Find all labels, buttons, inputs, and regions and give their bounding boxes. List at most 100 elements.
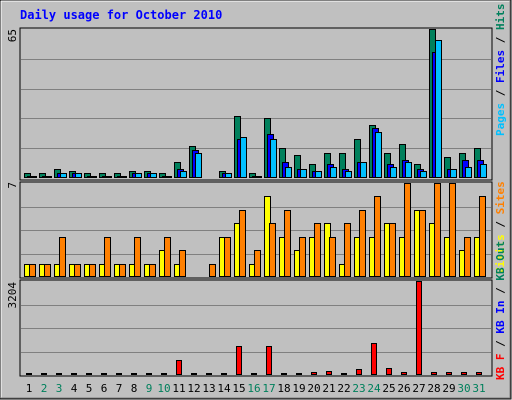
x-tick-label-day-22: 22 (337, 382, 350, 395)
bar-hits-pages-day-15 (240, 137, 247, 178)
visits-axis-label: Visits / Sites (494, 181, 507, 274)
bar-visits-sites-day-26 (404, 183, 411, 277)
bar-hits-pages-day-18 (285, 167, 292, 178)
x-tick-label-day-12: 12 (187, 382, 200, 395)
x-tick-label-day-20: 20 (307, 382, 320, 395)
bar-kbytes-kb-f-day-21 (326, 371, 332, 375)
bar-kbytes-kb-f-day-26 (401, 372, 407, 375)
x-tick-label-day-25: 25 (382, 382, 395, 395)
bar-visits-sites-day-14 (224, 237, 231, 277)
bar-hits-pages-day-11 (180, 171, 187, 178)
legend-visits: Visits (494, 234, 507, 274)
bar-hits-pages-day-17 (270, 139, 277, 178)
chart-title: Daily usage for October 2010 (20, 8, 222, 22)
legend-kb-out: KB Out (494, 241, 507, 281)
bar-kbytes-kb-f-day-27 (416, 281, 422, 375)
hits-ymax-label: 65 (6, 29, 19, 42)
bar-visits-sites-day-6 (104, 237, 111, 277)
bar-visits-sites-day-22 (344, 223, 351, 277)
bar-hits-pages-day-2 (45, 176, 52, 178)
bar-kbytes-kb-f-day-15 (236, 346, 242, 375)
bar-hits-pages-day-3 (60, 173, 67, 178)
x-tick-label-day-5: 5 (86, 382, 93, 395)
bar-visits-sites-day-4 (74, 264, 81, 277)
bar-kbytes-kb-f-day-22 (341, 373, 347, 375)
bar-hits-pages-day-19 (300, 169, 307, 178)
bar-hits-pages-day-25 (390, 167, 397, 178)
bar-kbytes-kb-f-day-11 (176, 360, 182, 375)
x-tick-label-day-13: 13 (202, 382, 215, 395)
bar-hits-pages-day-14 (225, 173, 232, 178)
bar-visits-sites-day-1 (29, 264, 36, 277)
x-tick-label-day-9: 9 (146, 382, 153, 395)
bar-kbytes-kb-f-day-31 (476, 372, 482, 375)
bar-hits-pages-day-31 (480, 164, 487, 178)
x-tick-label-day-18: 18 (277, 382, 290, 395)
bar-visits-sites-day-3 (59, 237, 66, 277)
x-axis-day-labels: 1 2 3 4 5 6 7 8 9 10 11 12 13 14 15 16 17 18 19 20 21 22 23 24 2… (26, 382, 486, 395)
bar-kbytes-kb-f-day-28 (431, 372, 437, 375)
bar-kbytes-kb-f-day-25 (386, 368, 392, 375)
bar-kbytes-kb-f-day-12 (191, 373, 197, 375)
bar-hits-pages-day-23 (360, 162, 367, 178)
bar-visits-sites-day-2 (44, 264, 51, 277)
bar-visits-sites-day-31 (479, 196, 486, 277)
x-tick-label-day-2: 2 (41, 382, 48, 395)
x-tick-label-day-30: 30 (457, 382, 470, 395)
legend-kb-f: KB F (494, 354, 507, 381)
bar-kbytes-kb-f-day-29 (446, 372, 452, 375)
x-tick-label-day-24: 24 (367, 382, 381, 395)
hits-axis-label: Pages / Files / Hits (494, 4, 507, 137)
bar-visits-sites-day-29 (449, 183, 456, 277)
legend-sites: Sites (494, 181, 507, 214)
bar-visits-sites-day-16 (254, 250, 261, 277)
bar-visits-sites-day-23 (359, 210, 366, 277)
bar-visits-sites-day-17 (269, 223, 276, 277)
bar-visits-sites-day-15 (239, 210, 246, 277)
bar-visits-sites-day-19 (299, 237, 306, 277)
bar-hits-pages-day-6 (105, 176, 112, 178)
bar-visits-sites-day-11 (179, 250, 186, 277)
x-tick-label-day-14: 14 (217, 382, 231, 395)
bar-kbytes-kb-f-day-18 (281, 373, 287, 375)
bar-hits-pages-day-30 (465, 167, 472, 178)
bar-kbytes-kb-f-day-10 (161, 373, 167, 375)
bar-visits-sites-day-13 (209, 264, 216, 277)
bar-kbytes-kb-f-day-1 (26, 373, 32, 375)
x-tick-label-day-17: 17 (262, 382, 275, 395)
x-tick-label-day-29: 29 (442, 382, 455, 395)
bar-hits-pages-day-28 (435, 40, 442, 178)
bar-visits-sites-day-24 (374, 196, 381, 277)
bar-hits-pages-day-24 (375, 132, 382, 178)
bar-hits-pages-day-29 (450, 169, 457, 178)
bar-hits-pages-day-12 (195, 153, 202, 178)
x-tick-label-day-16: 16 (247, 382, 260, 395)
bar-visits-sites-day-10 (164, 237, 171, 277)
bar-hits-pages-day-21 (330, 167, 337, 178)
x-tick-label-day-4: 4 (71, 382, 78, 395)
bar-kbytes-kb-f-day-17 (266, 346, 272, 375)
bar-hits-pages-day-4 (75, 173, 82, 178)
bars-layer (24, 29, 487, 375)
legend-sep: / (494, 334, 507, 354)
x-tick-label-day-3: 3 (56, 382, 63, 395)
bar-kbytes-kb-f-day-24 (371, 343, 377, 375)
bar-kbytes-kb-f-day-5 (86, 373, 92, 375)
bar-kbytes-kb-f-day-16 (251, 373, 257, 375)
bar-hits-pages-day-7 (120, 176, 127, 178)
legend-hits: Hits (494, 4, 507, 31)
kbytes-ymax-label: 3204 (6, 282, 19, 309)
bar-visits-sites-day-7 (119, 264, 126, 277)
x-tick-label-day-1: 1 (26, 382, 33, 395)
bar-kbytes-kb-f-day-30 (461, 372, 467, 375)
x-tick-label-day-26: 26 (397, 382, 410, 395)
hits-panel (19, 27, 493, 181)
bar-kbytes-kb-f-day-2 (41, 373, 47, 375)
bar-kbytes-kb-f-day-4 (71, 373, 77, 375)
bar-visits-sites-day-27 (419, 210, 426, 277)
bar-kbytes-kb-f-day-3 (56, 373, 62, 375)
x-tick-label-day-27: 27 (412, 382, 425, 395)
x-tick-label-day-31: 31 (472, 382, 485, 395)
bar-hits-pages-day-1 (30, 176, 37, 178)
